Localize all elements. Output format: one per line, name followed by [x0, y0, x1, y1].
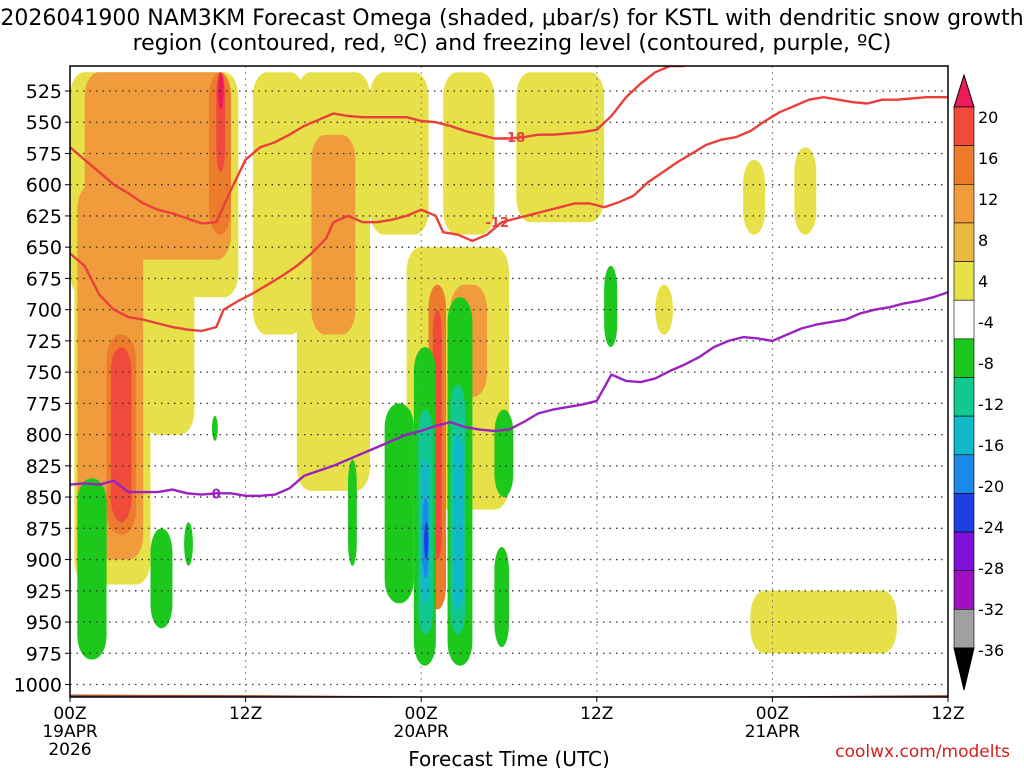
y-tick-label-575: 575 [26, 143, 62, 165]
colorbar-swatch-10 [953, 493, 975, 533]
plot-frame [69, 65, 949, 698]
colorbar-swatch-12 [953, 570, 975, 610]
y-tick-label-675: 675 [26, 268, 62, 290]
y-tick-label-825: 825 [26, 456, 62, 478]
omega-region-11 [794, 147, 817, 235]
omega-region-4 [252, 72, 305, 335]
y-tick-label-625: 625 [26, 206, 62, 228]
y-tick-label-550: 550 [26, 112, 62, 134]
omega-region-15 [311, 134, 356, 335]
y-tick-label-700: 700 [26, 300, 62, 322]
x-tick-label-24-1: 20APR [394, 722, 450, 742]
y-tick-label-875: 875 [26, 518, 62, 540]
omega-region-19 [110, 347, 132, 523]
colorbar-swatch-7 [953, 377, 975, 417]
x-tick-label-48-1: 21APR [745, 722, 801, 742]
colorbar-bottom-arrow [953, 647, 975, 691]
colorbar-label-0: 20 [978, 108, 998, 127]
contour-label--12: -12 [486, 216, 510, 231]
y-tick-label-650: 650 [26, 237, 62, 259]
colorbar-swatch-8 [953, 415, 975, 456]
colorbar-label-2: 12 [978, 190, 998, 209]
contour-label-0: 0 [212, 487, 221, 502]
contour-label--18: -18 [502, 131, 526, 146]
colorbar-swatch-13 [953, 609, 975, 649]
omega-region-24 [77, 478, 107, 660]
colorbar-swatch-5 [953, 299, 975, 340]
colorbar-swatch-2 [953, 183, 975, 224]
colorbar-swatch-9 [953, 454, 975, 494]
x-tick-label-0-0: 00Z [53, 704, 86, 724]
omega-region-32 [494, 409, 514, 498]
colorbar-label-12: -32 [978, 600, 1004, 619]
contour-line-0 [70, 291, 948, 497]
x-tick-label-24-0: 00Z [405, 704, 438, 724]
colorbar-label-5: -4 [978, 313, 994, 332]
colorbar-top-arrow [953, 73, 975, 108]
x-tick-label-60-0: 12Z [931, 704, 964, 724]
contour-line--12 [70, 95, 948, 333]
y-axis: 525 550 575 600 625 650 675 700 725 750 775 800 825 8… [14, 81, 70, 697]
colorbar-label-6: -8 [978, 354, 994, 373]
colorbar-label-13: -36 [978, 641, 1004, 660]
omega-region-34 [604, 265, 618, 348]
omega-region-8 [516, 72, 605, 223]
colorbar-label-7: -12 [978, 395, 1004, 414]
omega-region-29 [384, 403, 414, 604]
contour-lines: -18 -12 0 [70, 66, 948, 502]
y-tick-label-800: 800 [26, 425, 62, 447]
colorbar-label-1: 16 [978, 149, 998, 168]
colorbar-label-9: -20 [978, 477, 1004, 496]
omega-region-9 [750, 590, 897, 654]
omega-region-40 [424, 522, 429, 560]
credit-text: coolwx.com/modelts [835, 742, 1010, 762]
x-axis-title: Forecast Time (UTC) [408, 747, 610, 768]
colorbar-label-11: -28 [978, 559, 1004, 578]
y-tick-label-750: 750 [26, 362, 62, 384]
x-tick-label-0-2: 2026 [48, 740, 91, 760]
y-tick-label-525: 525 [26, 81, 62, 103]
omega-region-26 [184, 522, 193, 566]
y-tick-label-725: 725 [26, 331, 62, 353]
colorbar-swatch-11 [953, 531, 975, 572]
omega-region-7 [443, 72, 495, 235]
omega-region-10 [743, 159, 766, 235]
omega-region-2 [143, 259, 195, 435]
contour-line--18 [70, 66, 685, 225]
colorbar-swatch-1 [953, 145, 975, 185]
x-tick-label-48-0: 00Z [756, 704, 789, 724]
y-tick-label-950: 950 [26, 612, 62, 634]
y-tick-label-1000: 1000 [14, 675, 62, 697]
omega-region-33 [494, 547, 509, 648]
colorbar-swatch-4 [953, 261, 975, 301]
chart-title: 2026041900 NAM3KM Forecast Omega (shaded… [0, 6, 1024, 56]
y-tick-label-775: 775 [26, 393, 62, 415]
omega-region-12 [655, 284, 673, 335]
omega-region-28 [348, 459, 357, 566]
colorbar-label-4: 4 [978, 272, 988, 291]
colorbar-label-8: -16 [978, 436, 1004, 455]
omega-region-25 [150, 528, 173, 629]
omega-region-5 [369, 72, 429, 235]
omega-region-38 [453, 434, 464, 610]
colorbar: 20 16 12 8 4 -4 -8 -12 -16 -20 -24 -28 -32 -36 [953, 73, 1004, 691]
colorbar-swatch-3 [953, 222, 975, 262]
x-tick-label-12-0: 12Z [229, 704, 262, 724]
x-tick-label-36-0: 12Z [580, 704, 613, 724]
omega-region-27 [211, 415, 218, 441]
y-tick-label-900: 900 [26, 550, 62, 572]
y-tick-label-925: 925 [26, 581, 62, 603]
colorbar-label-3: 8 [978, 231, 988, 250]
colorbar-label-10: -24 [978, 518, 1004, 537]
x-tick-label-0-1: 19APR [42, 722, 98, 742]
colorbar-swatch-6 [953, 338, 975, 378]
colorbar-swatch-0 [953, 106, 975, 146]
y-tick-label-850: 850 [26, 487, 62, 509]
y-tick-label-600: 600 [26, 175, 62, 197]
y-tick-label-975: 975 [26, 643, 62, 665]
